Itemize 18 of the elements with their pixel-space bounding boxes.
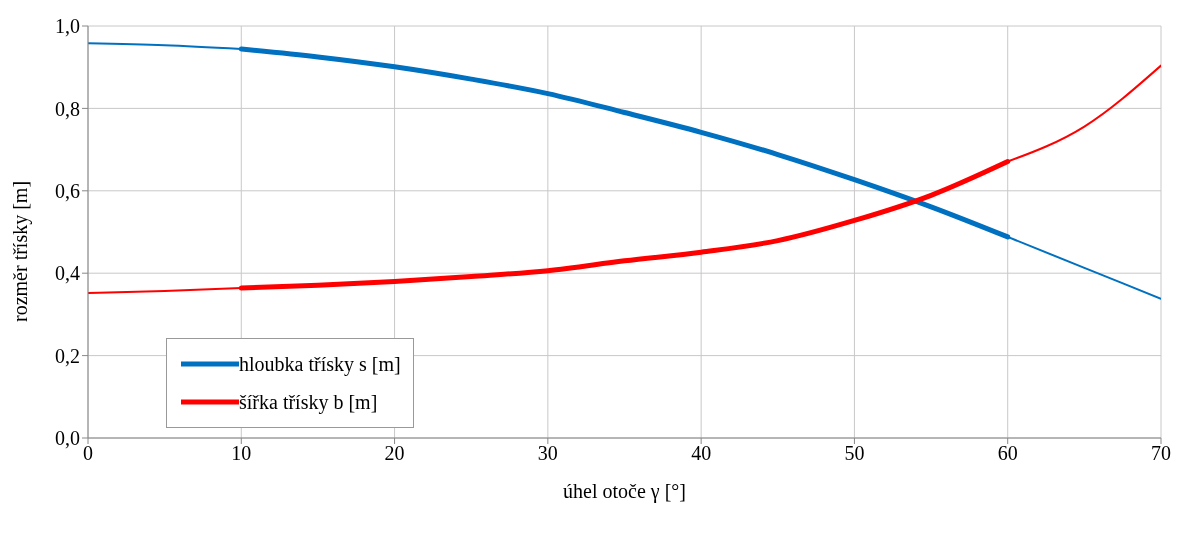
y-tick-label: 0,6 (55, 179, 80, 202)
x-tick-label: 40 (691, 442, 712, 465)
x-axis-title: úhel otoče γ [°] (563, 480, 686, 503)
x-tick-label: 0 (83, 442, 93, 465)
x-tick-label: 60 (997, 442, 1018, 465)
x-tick-label: 20 (384, 442, 405, 465)
y-tick-label: 1,0 (55, 15, 80, 38)
y-tick-label: 0,2 (55, 344, 80, 367)
y-tick-label: 0,4 (55, 262, 80, 285)
legend-label: šířka třísky b [m] (239, 390, 378, 414)
x-tick-label: 30 (537, 442, 558, 465)
x-tick-label: 70 (1151, 442, 1171, 465)
x-tick-label: 10 (231, 442, 252, 465)
y-axis-title: rozměr třísky [m] (9, 180, 33, 322)
y-tick-label: 0,8 (55, 97, 80, 120)
y-tick-label: 0,0 (55, 427, 80, 450)
x-tick-label: 50 (844, 442, 865, 465)
legend-label: hloubka třísky s [m] (239, 352, 401, 376)
